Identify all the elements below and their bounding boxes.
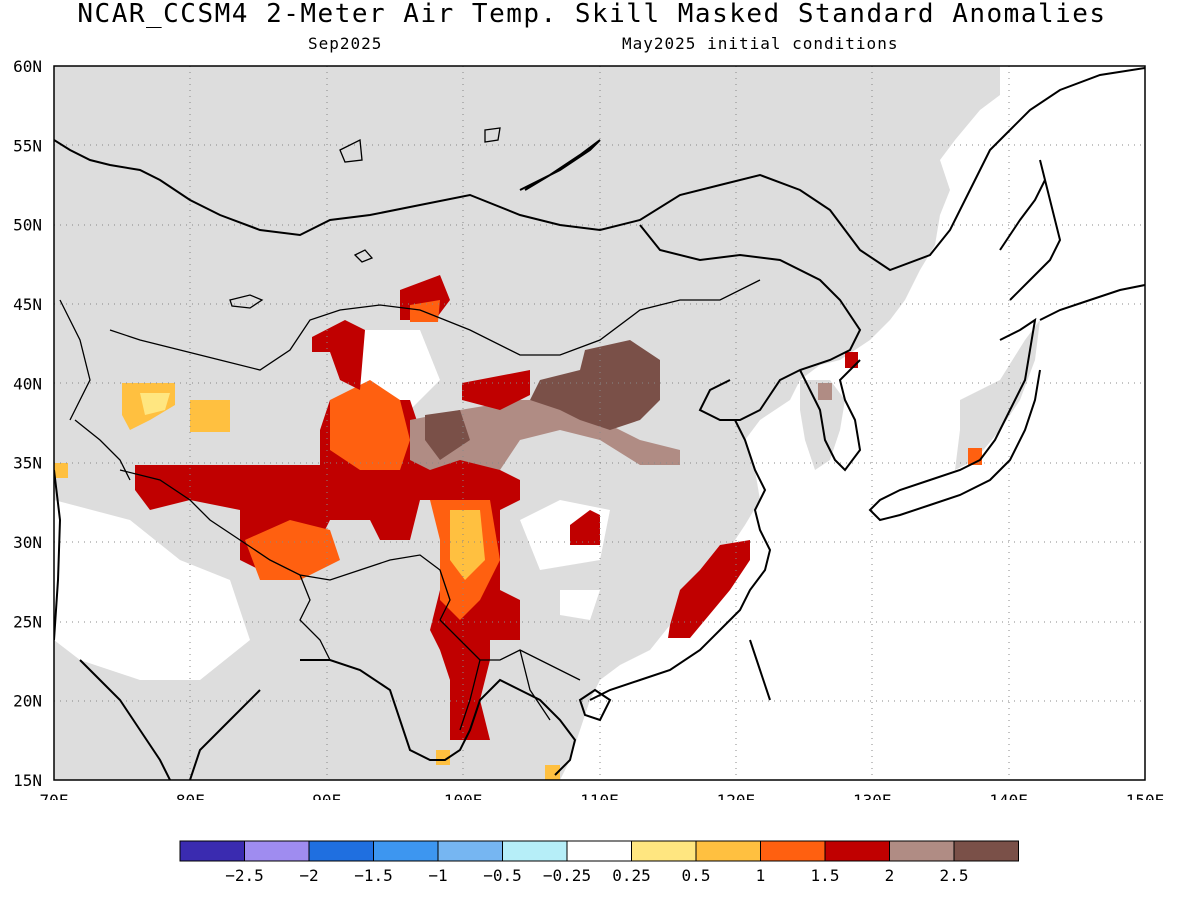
lon-tick-label: 100E	[444, 791, 483, 800]
legend-label: 1.5	[811, 866, 840, 885]
legend-swatch	[760, 840, 826, 862]
anomaly-map: 15N 20N 25N 30N 35N 40N 45N 50N 55N 60N 70E 80E 90E…	[13, 57, 1165, 800]
legend-swatch	[566, 840, 632, 862]
anomaly-0p5-1	[545, 765, 560, 780]
lon-tick-label: 120E	[717, 791, 756, 800]
legend-label: −0.5	[483, 866, 522, 885]
anomaly-1p5-2	[668, 540, 750, 638]
legend-label: −1.5	[354, 866, 393, 885]
legend-swatch	[953, 840, 1019, 862]
legend-label: 2	[885, 866, 895, 885]
anomaly-1p5-2	[570, 510, 600, 545]
lon-tick-label: 80E	[176, 791, 205, 800]
map-frame	[53, 65, 1146, 781]
anomaly-1p5-2	[462, 370, 530, 410]
chart-title: NCAR_CCSM4 2-Meter Air Temp. Skill Maske…	[77, 0, 1107, 29]
target-month: Sep2025	[308, 34, 383, 53]
legend-swatch	[695, 840, 761, 862]
anomaly-0p5-1	[436, 750, 450, 765]
anomaly-above-2p5	[425, 410, 470, 460]
masked-region-japan	[955, 320, 1040, 470]
latitude-labels: 15N 20N 25N 30N 35N 40N 45N 50N 55N 60N	[13, 57, 42, 790]
lat-tick-label: 25N	[13, 612, 42, 631]
lon-tick-label: 110E	[580, 791, 619, 800]
unmasked-gap	[54, 500, 250, 680]
legend-swatch	[244, 840, 310, 862]
legend-swatch	[889, 840, 955, 862]
lon-tick-label: 70E	[40, 791, 69, 800]
anomaly-1p5-2	[135, 400, 520, 740]
legend-label: −1	[428, 866, 447, 885]
legend-label: −2	[299, 866, 318, 885]
lakes	[229, 127, 501, 309]
legend-swatch	[437, 840, 503, 862]
legend-label: −2.5	[225, 866, 264, 885]
unmasked-gap	[560, 590, 600, 620]
legend-swatch	[373, 840, 439, 862]
legend-label: 0.5	[682, 866, 711, 885]
legend-swatch	[308, 840, 374, 862]
anomaly-2-2p5	[818, 383, 832, 400]
legend-swatch	[631, 840, 697, 862]
initial-conditions-label: May2025 initial conditions	[622, 34, 899, 53]
legend-swatch	[824, 840, 890, 862]
anomaly-1-1p5	[245, 520, 340, 580]
legend-label: 2.5	[940, 866, 969, 885]
anomaly-0p5-1	[450, 510, 485, 580]
legend-swatch	[502, 840, 568, 862]
lat-tick-label: 50N	[13, 216, 42, 235]
lat-tick-label: 60N	[13, 57, 42, 76]
anomaly-2-2p5	[410, 400, 680, 470]
legend-label: 1	[756, 866, 766, 885]
lat-tick-label: 15N	[13, 771, 42, 790]
anomaly-above-2p5	[530, 340, 660, 430]
anomaly-1-1p5	[410, 300, 440, 322]
lon-tick-label: 130E	[853, 791, 892, 800]
anomaly-0p5-1	[190, 400, 230, 432]
lat-tick-label: 40N	[13, 374, 42, 393]
anomaly-0p25-0p5	[140, 393, 170, 415]
lon-tick-label: 140E	[989, 791, 1028, 800]
anomaly-1-1p5	[330, 380, 410, 470]
legend-label: −0.25	[543, 866, 591, 885]
anomaly-1p5-2	[845, 352, 858, 368]
anomaly-0p5-1	[54, 463, 68, 478]
longitude-labels: 70E 80E 90E 100E 110E 120E 130E 140E 150E	[40, 791, 1165, 800]
legend-label: 0.25	[612, 866, 651, 885]
lat-tick-label: 20N	[13, 692, 42, 711]
lat-tick-label: 35N	[13, 454, 42, 473]
anomaly-1p5-2	[312, 320, 365, 390]
country-borders	[59, 279, 761, 731]
legend-swatch	[179, 840, 245, 862]
lon-tick-label: 150E	[1126, 791, 1165, 800]
lat-tick-label: 45N	[13, 295, 42, 314]
lat-tick-label: 55N	[13, 136, 42, 155]
coastlines	[54, 67, 1145, 780]
lat-tick-label: 30N	[13, 533, 42, 552]
lon-tick-label: 90E	[312, 791, 341, 800]
